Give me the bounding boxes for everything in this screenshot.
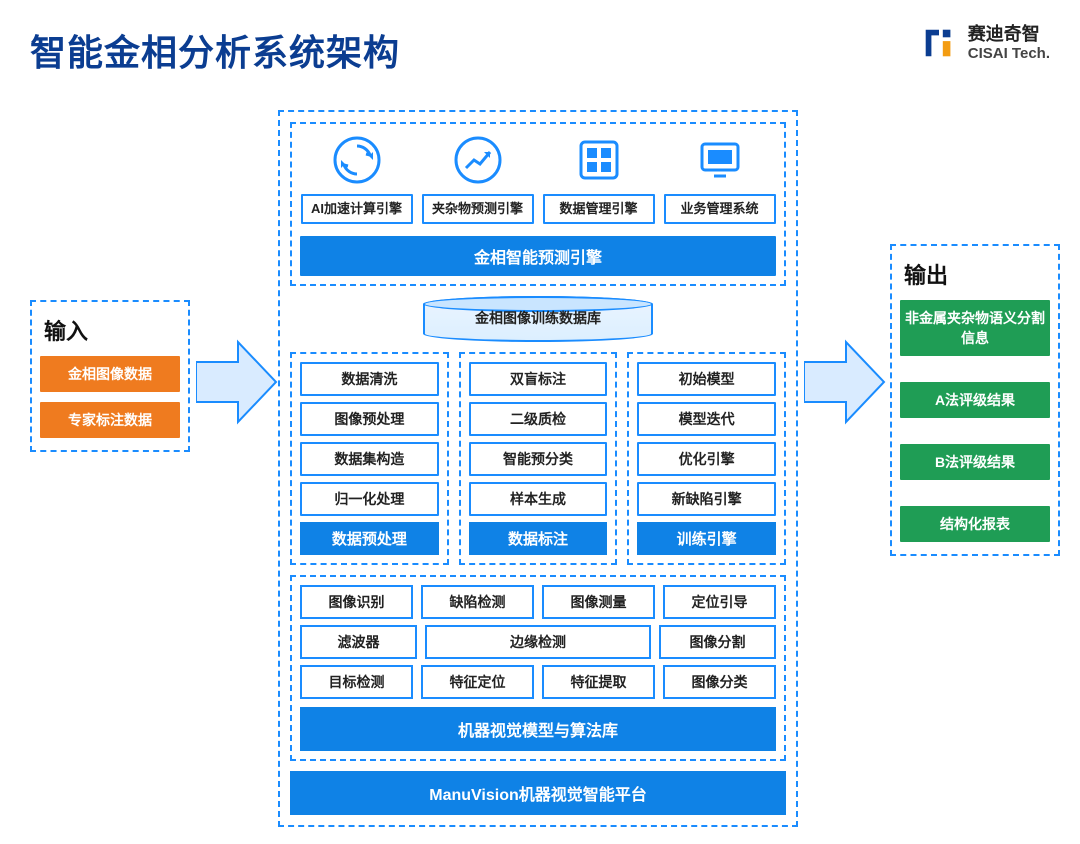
grid-icon (571, 132, 627, 188)
pipeline-col-train: 初始模型 模型迭代 优化引擎 新缺陷引擎 训练引擎 (627, 352, 786, 565)
algo-cell: 图像分割 (659, 625, 776, 659)
step-cell: 新缺陷引擎 (637, 482, 776, 516)
algo-cell: 图像分类 (663, 665, 776, 699)
step-cell: 模型迭代 (637, 402, 776, 436)
input-item: 专家标注数据 (40, 402, 180, 438)
input-title: 输入 (40, 310, 180, 356)
algo-cell: 特征定位 (421, 665, 534, 699)
output-item: B法评级结果 (900, 444, 1050, 480)
pipeline-col-preprocess: 数据清洗 图像预处理 数据集构造 归一化处理 数据预处理 (290, 352, 449, 565)
logo-text-en: CISAI Tech. (968, 45, 1050, 62)
output-item: 非金属夹杂物语义分割信息 (900, 300, 1050, 356)
algo-cell: 目标检测 (300, 665, 413, 699)
logo-text-cn: 赛迪奇智 (968, 24, 1050, 45)
col-footer: 训练引擎 (637, 522, 776, 555)
input-item: 金相图像数据 (40, 356, 180, 392)
algo-cell: 图像识别 (300, 585, 413, 619)
algorithm-grid: 图像识别 缺陷检测 图像测量 定位引导 滤波器 边缘检测 图像分割 目标检测 特… (290, 575, 786, 761)
page-title: 智能金相分析系统架构 (30, 24, 400, 76)
recycle-icon (329, 132, 385, 188)
core-panel: AI加速计算引擎 夹杂物预测引擎 数据管理引擎 业务管理系统 金相智能预测引擎 … (278, 110, 798, 827)
step-cell: 双盲标注 (469, 362, 608, 396)
arrow-right-icon (196, 338, 278, 426)
col-footer: 数据预处理 (300, 522, 439, 555)
algo-cell: 滤波器 (300, 625, 417, 659)
algo-cell: 边缘检测 (425, 625, 651, 659)
training-db: 金相图像训练数据库 (423, 296, 653, 342)
algo-cell: 定位引导 (663, 585, 776, 619)
output-item: 结构化报表 (900, 506, 1050, 542)
platform-bar: ManuVision机器视觉智能平台 (290, 771, 786, 815)
engine-label: 夹杂物预测引擎 (422, 194, 534, 224)
engine-label: 数据管理引擎 (543, 194, 655, 224)
output-title: 输出 (900, 254, 1050, 300)
company-logo: 赛迪奇智 CISAI Tech. (920, 24, 1050, 62)
step-cell: 图像预处理 (300, 402, 439, 436)
grid-footer: 机器视觉模型与算法库 (300, 707, 776, 751)
engines-block: AI加速计算引擎 夹杂物预测引擎 数据管理引擎 业务管理系统 金相智能预测引擎 (290, 122, 786, 286)
step-cell: 智能预分类 (469, 442, 608, 476)
step-cell: 优化引擎 (637, 442, 776, 476)
engine-label: 业务管理系统 (664, 194, 776, 224)
input-panel: 输入 金相图像数据 专家标注数据 (30, 300, 190, 452)
pipeline-col-annotation: 双盲标注 二级质检 智能预分类 样本生成 数据标注 (459, 352, 618, 565)
output-item: A法评级结果 (900, 382, 1050, 418)
pipeline-columns: 数据清洗 图像预处理 数据集构造 归一化处理 数据预处理 双盲标注 二级质检 智… (290, 352, 786, 565)
step-cell: 二级质检 (469, 402, 608, 436)
algo-cell: 缺陷检测 (421, 585, 534, 619)
step-cell: 数据清洗 (300, 362, 439, 396)
step-cell: 归一化处理 (300, 482, 439, 516)
engine-label: AI加速计算引擎 (301, 194, 413, 224)
step-cell: 样本生成 (469, 482, 608, 516)
algo-cell: 图像测量 (542, 585, 655, 619)
col-footer: 数据标注 (469, 522, 608, 555)
arrow-right-icon (804, 338, 886, 426)
step-cell: 数据集构造 (300, 442, 439, 476)
chart-up-icon (450, 132, 506, 188)
algo-cell: 特征提取 (542, 665, 655, 699)
monitor-icon (692, 132, 748, 188)
output-panel: 输出 非金属夹杂物语义分割信息 A法评级结果 B法评级结果 结构化报表 (890, 244, 1060, 556)
step-cell: 初始模型 (637, 362, 776, 396)
training-db-label: 金相图像训练数据库 (475, 310, 601, 326)
logo-mark-icon (920, 24, 958, 62)
engines-footer: 金相智能预测引擎 (300, 236, 776, 276)
